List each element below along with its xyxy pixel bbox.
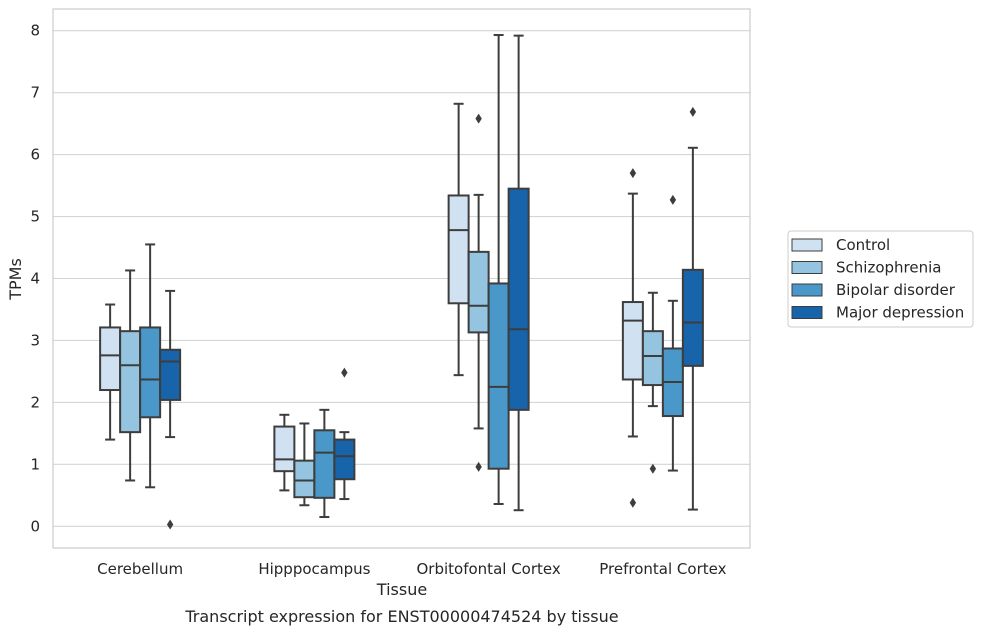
box-control [99, 303, 122, 441]
y-tick-label: 0 [30, 517, 40, 535]
legend-swatch [791, 261, 823, 274]
y-tick-label: 1 [30, 455, 40, 473]
box-schizophrenia [119, 269, 142, 482]
box-iqr [641, 330, 664, 387]
boxes [99, 34, 704, 530]
box-iqr [621, 301, 644, 381]
box-bipolar-disorder [139, 243, 162, 489]
box-iqr [333, 438, 356, 481]
outlier-marker [669, 194, 677, 205]
plot-frame [52, 8, 751, 549]
legend-items: Control Schizophrenia Bipolar disorder Majo… [791, 236, 964, 322]
box-iqr [293, 459, 316, 499]
x-tick-label: Cerebellum [97, 560, 183, 578]
outlier-marker [166, 519, 174, 530]
box-iqr [99, 326, 122, 392]
outlier-marker [649, 463, 657, 474]
figure-caption: Transcript expression for ENST0000047452… [184, 607, 618, 626]
box-iqr [507, 187, 530, 411]
box-bipolar-disorder [313, 408, 336, 519]
legend-frame [787, 230, 974, 328]
box-iqr [313, 429, 336, 499]
box-control [447, 102, 470, 377]
box-iqr [487, 282, 510, 470]
outlier-marker [629, 168, 637, 179]
legend-label: Schizophrenia [836, 259, 941, 277]
outlier-marker [629, 497, 637, 508]
legend-label: Major depression [836, 304, 964, 322]
legend-swatch [791, 283, 823, 297]
box-control [273, 413, 296, 492]
box-bipolar-disorder [661, 194, 684, 472]
box-control [621, 168, 644, 508]
axes: 0 1 2 3 4 5 6 7 8 Cerebellum Hipppocampus Orbitofon… [30, 22, 726, 578]
box-major-depression [159, 289, 182, 530]
y-tick-label: 7 [30, 84, 40, 102]
y-tick-label: 4 [30, 270, 40, 288]
box-major-depression [333, 367, 356, 501]
y-tick-label: 2 [30, 393, 40, 411]
outlier-marker [341, 367, 348, 378]
box-schizophrenia [293, 422, 316, 507]
y-tick-label: 5 [30, 208, 40, 226]
outlier-marker [689, 106, 697, 117]
legend: Control Schizophrenia Bipolar disorder Majo… [787, 230, 974, 328]
x-tick-label: Hipppocampus [258, 560, 370, 578]
gridlines [53, 30, 750, 527]
y-tick-label: 6 [30, 146, 40, 164]
legend-swatch [791, 306, 823, 319]
outlier-marker [475, 113, 482, 124]
legend-label: Control [836, 236, 890, 254]
x-tick-label: Orbitofontal Cortex [417, 560, 561, 578]
x-tick-label: Prefrontal Cortex [599, 560, 726, 578]
y-tick-label: 8 [30, 22, 40, 40]
box-schizophrenia [641, 291, 664, 474]
box-iqr [447, 194, 470, 305]
outlier-marker [475, 461, 482, 472]
box-iqr [681, 268, 704, 367]
box-iqr [119, 330, 142, 434]
legend-label: Bipolar disorder [836, 281, 956, 299]
box-major-depression [681, 106, 704, 511]
box-iqr [273, 425, 296, 473]
box-iqr [139, 326, 162, 419]
legend-swatch [791, 238, 823, 252]
y-tick-label: 3 [30, 331, 40, 349]
x-axis-label: Tissue [376, 580, 427, 599]
y-axis-label: TPMs [6, 258, 25, 301]
box-schizophrenia [467, 113, 490, 472]
box-iqr [467, 250, 490, 334]
box-major-depression [507, 34, 530, 512]
box-iqr [159, 348, 182, 401]
box-bipolar-disorder [487, 34, 510, 506]
